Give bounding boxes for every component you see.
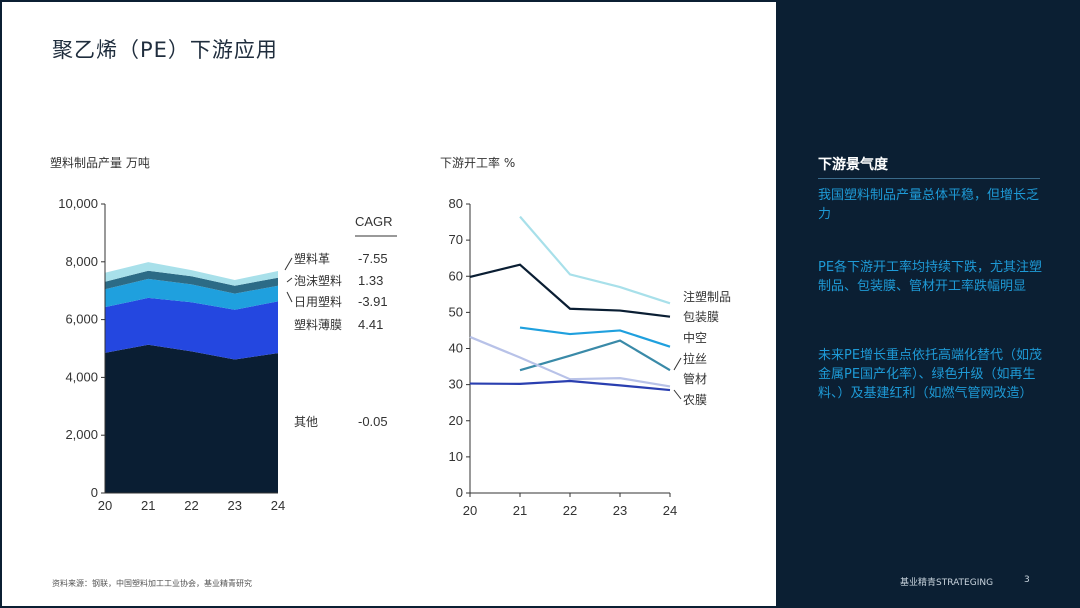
x-tick-label: 23 xyxy=(613,503,627,518)
utilization-line-chart: 0 10 20 30 40 50 60 70 80 20 21 22 23 24 注塑制品包装膜中空拉丝管材… xyxy=(449,196,731,518)
cagr-value: -3.91 xyxy=(358,294,388,309)
y-tick-label: 40 xyxy=(449,341,463,356)
cagr-value: -7.55 xyxy=(358,251,388,266)
leader-line xyxy=(673,357,682,371)
y-tick-label: 2,000 xyxy=(65,427,98,442)
legend-label: 泡沫塑料 xyxy=(294,273,342,288)
area-series-塑料薄膜 xyxy=(105,297,278,360)
legend-label: 日用塑料 xyxy=(294,294,342,309)
area-series-日用塑料 xyxy=(105,278,278,310)
legend-label: 其他 xyxy=(294,415,318,429)
production-area-chart: 0 2,000 4,000 6,000 8,000 10,000 20 21 22 23 24 CAG… xyxy=(58,196,397,513)
legend-label: 塑料革 xyxy=(294,251,330,266)
source-footnote: 资料来源：钢联，中国塑料加工工业协会，基业精青研究 xyxy=(52,579,252,588)
left-chart-label: 塑料制品产量 万吨 xyxy=(50,156,150,170)
series-label: 中空 xyxy=(683,330,707,345)
page-number: 3 xyxy=(1024,575,1030,585)
x-tick-label: 22 xyxy=(563,503,577,518)
y-tick-label: 60 xyxy=(449,268,463,283)
sidebar-panel: 下游景气度 我国塑料制品产量总体平稳，但增长乏力 PE各下游开工率均持续下跌，尤… xyxy=(778,0,1080,608)
line-series-注塑制品 xyxy=(519,215,671,305)
y-tick-label: 70 xyxy=(449,232,463,247)
area-series-其他 xyxy=(105,344,278,493)
y-tick-label: 50 xyxy=(449,304,463,319)
y-tick-label: 10,000 xyxy=(58,196,98,211)
y-tick-label: 20 xyxy=(449,413,463,428)
page-title: 聚乙烯（PE）下游应用 xyxy=(52,38,278,62)
area-series-泡沫塑料 xyxy=(105,270,278,294)
leader-line xyxy=(284,257,293,271)
line-series-农膜 xyxy=(469,379,671,392)
line-series-中空 xyxy=(519,326,671,348)
y-tick-label: 10 xyxy=(449,449,463,464)
brand-logo-text: 基业精青STRATEGING xyxy=(900,578,994,588)
x-tick-label: 21 xyxy=(141,498,155,513)
x-tick-label: 22 xyxy=(184,498,198,513)
y-tick-label: 30 xyxy=(449,377,463,392)
series-label: 注塑制品 xyxy=(683,289,731,304)
leader-line xyxy=(286,277,293,283)
x-tick-label: 20 xyxy=(98,498,112,513)
x-tick-label: 20 xyxy=(463,503,477,518)
series-label: 管材 xyxy=(683,371,707,386)
cagr-value: 1.33 xyxy=(358,273,383,288)
series-label: 拉丝 xyxy=(683,351,707,366)
y-tick-label: 8,000 xyxy=(65,254,98,269)
line-series-包装膜 xyxy=(469,263,671,318)
series-label: 包装膜 xyxy=(683,310,719,324)
right-chart-label: 下游开工率 % xyxy=(440,156,516,170)
y-tick-label: 4,000 xyxy=(65,369,98,384)
y-tick-label: 0 xyxy=(91,485,98,500)
y-tick-label: 80 xyxy=(449,196,463,211)
y-tick-label: 0 xyxy=(456,485,463,500)
cagr-header: CAGR xyxy=(355,214,393,229)
x-tick-label: 23 xyxy=(228,498,242,513)
sidebar-divider xyxy=(818,178,1040,179)
cagr-value: 4.41 xyxy=(358,317,383,332)
sidebar-paragraph-3: 未来PE增长重点依托高端化替代（如茂金属PE国产化率）、绿色升级（如再生料、）及… xyxy=(818,348,1043,401)
y-tick-label: 6,000 xyxy=(65,312,98,327)
x-tick-label: 24 xyxy=(271,498,285,513)
x-tick-label: 21 xyxy=(513,503,527,518)
sidebar-paragraph-1: 我国塑料制品产量总体平稳，但增长乏力 xyxy=(818,188,1040,222)
leader-line xyxy=(286,291,293,303)
legend-label: 塑料薄膜 xyxy=(294,317,342,332)
x-tick-label: 24 xyxy=(663,503,677,518)
area-series-塑料革 xyxy=(105,262,278,286)
leader-line xyxy=(673,389,682,400)
series-label: 农膜 xyxy=(683,393,707,407)
sidebar-heading: 下游景气度 xyxy=(818,157,888,173)
cagr-value: -0.05 xyxy=(358,414,388,429)
line-series-拉丝 xyxy=(519,339,671,372)
slide-content: 聚乙烯（PE）下游应用 塑料制品产量 万吨 下游开工率 % 0 2,000 4,00… xyxy=(2,2,776,606)
line-series-管材 xyxy=(469,335,671,388)
sidebar-paragraph-2: PE各下游开工率均持续下跌，尤其注塑制品、包装膜、管材开工率跌幅明显 xyxy=(818,260,1043,294)
